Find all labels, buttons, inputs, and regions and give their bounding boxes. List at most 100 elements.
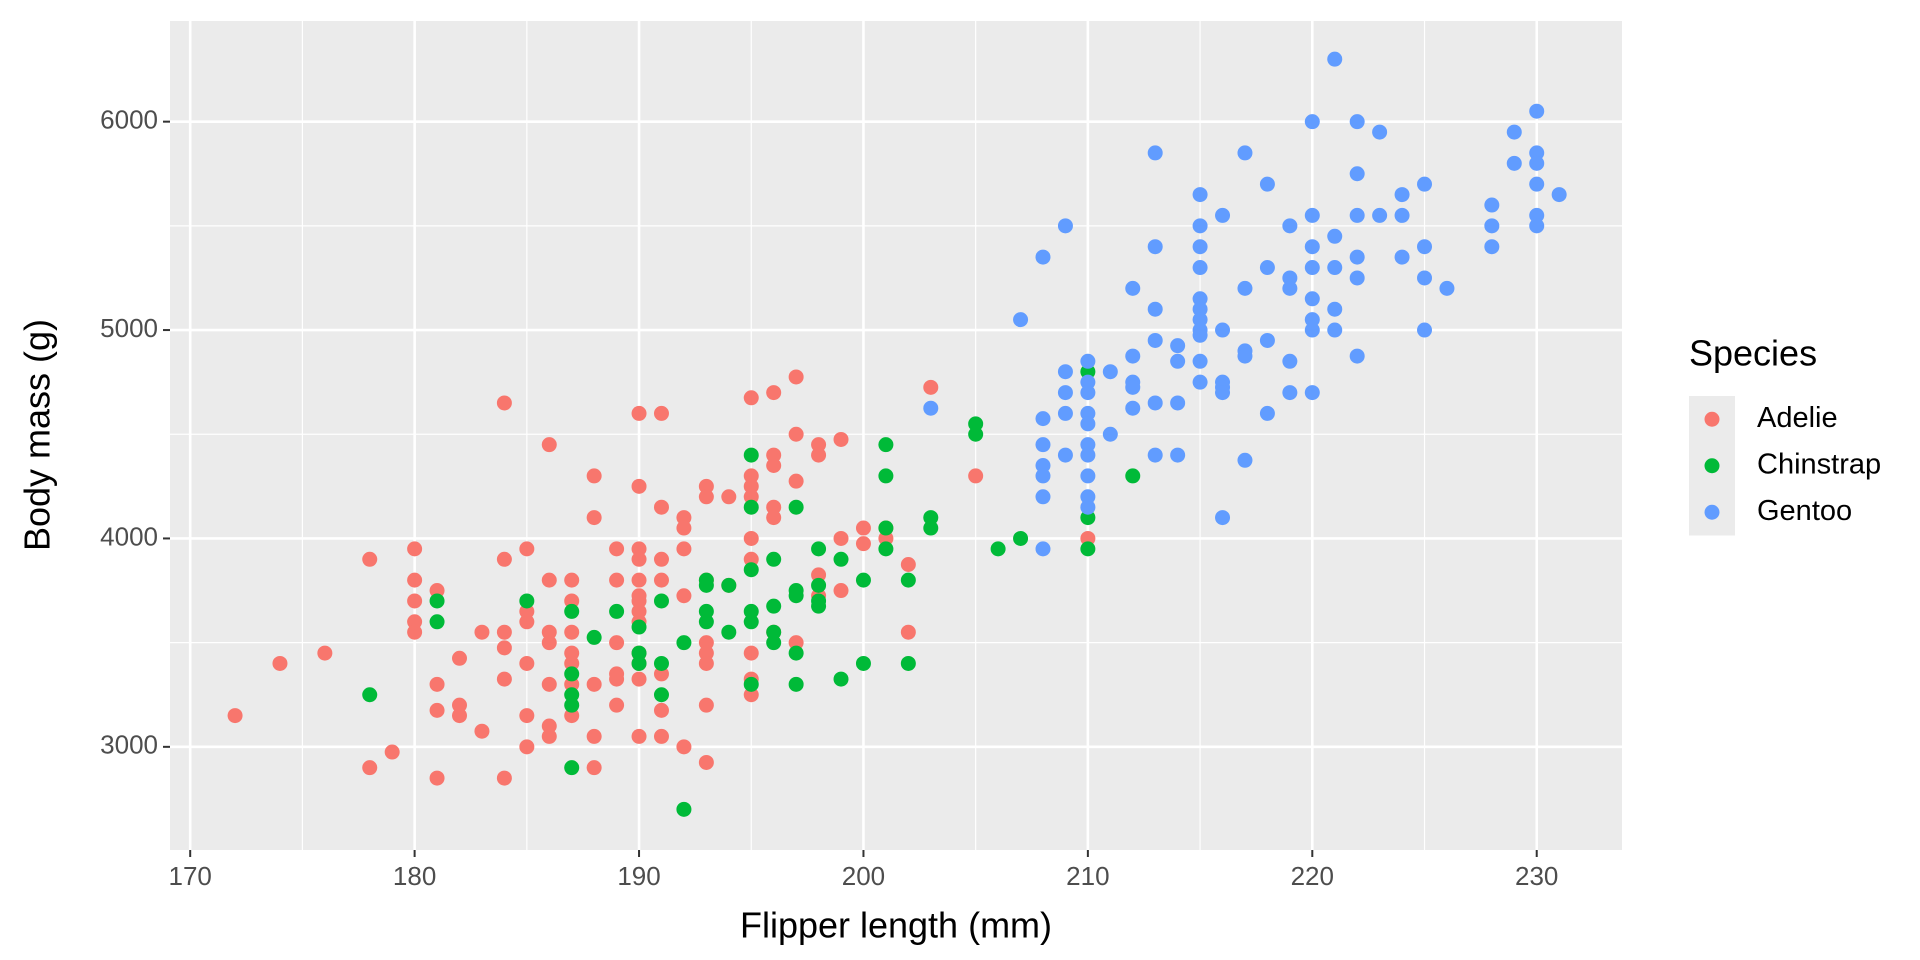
data-point xyxy=(452,697,468,713)
data-point xyxy=(564,708,580,724)
data-point xyxy=(1080,499,1096,515)
data-point xyxy=(1192,353,1208,369)
data-point xyxy=(631,603,647,619)
data-point xyxy=(1102,364,1118,380)
data-point xyxy=(1394,249,1410,265)
data-point xyxy=(900,556,916,572)
data-point xyxy=(766,624,782,640)
x-tick-label: 220 xyxy=(1291,861,1334,891)
data-point xyxy=(833,583,849,599)
legend-title: Species xyxy=(1689,333,1817,374)
data-point xyxy=(1057,385,1073,401)
data-point xyxy=(653,666,669,682)
data-point xyxy=(1394,187,1410,203)
x-tick-label: 230 xyxy=(1515,861,1558,891)
data-point xyxy=(788,676,804,692)
data-point xyxy=(766,635,782,651)
legend-label: Adelie xyxy=(1757,402,1838,434)
data-point xyxy=(811,598,827,614)
data-point xyxy=(631,593,647,609)
data-point xyxy=(1327,51,1343,67)
data-point xyxy=(878,520,894,536)
data-point xyxy=(1417,322,1433,338)
data-point xyxy=(698,603,714,619)
data-point xyxy=(631,478,647,494)
data-point xyxy=(855,520,871,536)
data-point xyxy=(878,468,894,484)
data-point xyxy=(1192,312,1208,328)
data-point xyxy=(1125,379,1141,395)
data-point xyxy=(1282,385,1298,401)
data-point xyxy=(474,624,490,640)
data-point xyxy=(1080,541,1096,557)
data-point xyxy=(923,510,939,526)
data-point xyxy=(855,572,871,588)
data-point xyxy=(564,655,580,671)
data-point xyxy=(1035,458,1051,474)
data-point xyxy=(1259,332,1275,348)
data-point xyxy=(788,426,804,442)
data-point xyxy=(766,447,782,463)
data-point xyxy=(788,645,804,661)
data-point xyxy=(1237,348,1253,364)
data-point xyxy=(698,754,714,770)
data-point xyxy=(743,390,759,406)
data-point xyxy=(1125,400,1141,416)
data-point xyxy=(609,603,625,619)
data-point xyxy=(1215,207,1231,223)
data-point xyxy=(519,614,535,630)
data-point xyxy=(1529,218,1545,234)
data-point xyxy=(900,572,916,588)
data-point xyxy=(496,640,512,656)
data-point xyxy=(1170,447,1186,463)
data-point xyxy=(564,603,580,619)
data-point xyxy=(653,551,669,567)
data-point xyxy=(631,551,647,567)
data-point xyxy=(586,728,602,744)
x-tick-label: 170 xyxy=(169,861,212,891)
data-point xyxy=(676,739,692,755)
data-point xyxy=(698,645,714,661)
data-point xyxy=(1192,327,1208,343)
data-point xyxy=(788,473,804,489)
data-point xyxy=(676,635,692,651)
data-point xyxy=(743,489,759,505)
data-point xyxy=(1147,301,1163,317)
data-point xyxy=(1506,124,1522,140)
data-point xyxy=(833,431,849,447)
data-point xyxy=(631,728,647,744)
data-point xyxy=(1237,452,1253,468)
data-point xyxy=(833,530,849,546)
legend-key xyxy=(1704,504,1720,520)
data-point xyxy=(1147,332,1163,348)
data-point xyxy=(676,510,692,526)
data-point xyxy=(1080,437,1096,453)
data-point xyxy=(698,614,714,630)
data-point xyxy=(923,379,939,395)
data-point xyxy=(272,655,288,671)
data-point xyxy=(1259,260,1275,276)
data-point xyxy=(811,567,827,583)
data-point xyxy=(541,437,557,453)
data-point xyxy=(1080,530,1096,546)
data-point xyxy=(923,400,939,416)
data-point xyxy=(541,718,557,734)
data-point xyxy=(1192,218,1208,234)
x-tick-label: 190 xyxy=(617,861,660,891)
data-point xyxy=(429,614,445,630)
data-point xyxy=(1080,374,1096,390)
data-point xyxy=(811,577,827,593)
data-point xyxy=(743,478,759,494)
legend-label: Chinstrap xyxy=(1757,448,1881,480)
data-point xyxy=(676,801,692,817)
data-point xyxy=(429,583,445,599)
data-point xyxy=(855,536,871,552)
data-point xyxy=(811,447,827,463)
data-point xyxy=(653,728,669,744)
data-point xyxy=(653,687,669,703)
data-point xyxy=(721,577,737,593)
data-point xyxy=(586,629,602,645)
data-point xyxy=(1304,312,1320,328)
data-point xyxy=(496,770,512,786)
data-point xyxy=(1237,280,1253,296)
